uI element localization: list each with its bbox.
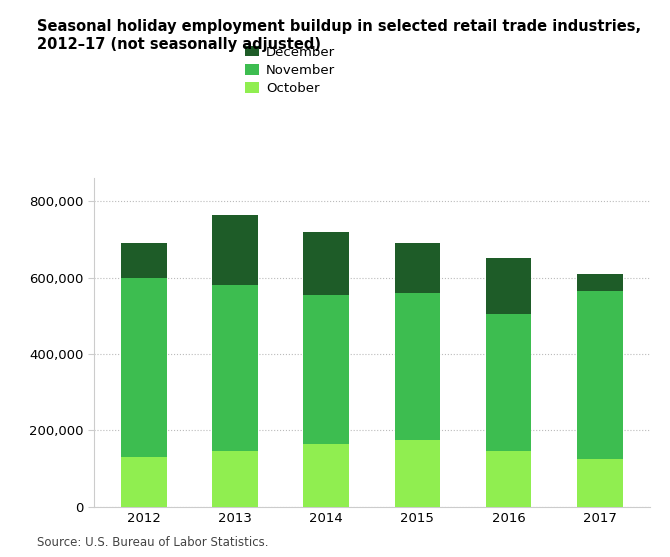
Bar	[395, 293, 440, 440]
Text: Seasonal holiday employment buildup in selected retail trade industries,
2012–17: Seasonal holiday employment buildup in s…	[37, 19, 641, 52]
Bar	[212, 214, 258, 285]
Bar	[395, 243, 440, 293]
Bar	[486, 314, 531, 452]
Bar	[212, 452, 258, 507]
Bar	[304, 295, 349, 444]
Bar	[395, 440, 440, 507]
Text: Source: U.S. Bureau of Labor Statistics.: Source: U.S. Bureau of Labor Statistics.	[37, 536, 269, 549]
Bar	[121, 277, 167, 457]
Bar	[486, 258, 531, 314]
Legend: December, November, October: December, November, October	[239, 40, 340, 100]
Bar	[121, 457, 167, 507]
Bar	[486, 452, 531, 507]
Bar	[304, 444, 349, 507]
Bar	[577, 291, 622, 459]
Bar	[577, 274, 622, 291]
Bar	[121, 243, 167, 277]
Bar	[212, 285, 258, 452]
Bar	[577, 459, 622, 507]
Bar	[304, 232, 349, 295]
